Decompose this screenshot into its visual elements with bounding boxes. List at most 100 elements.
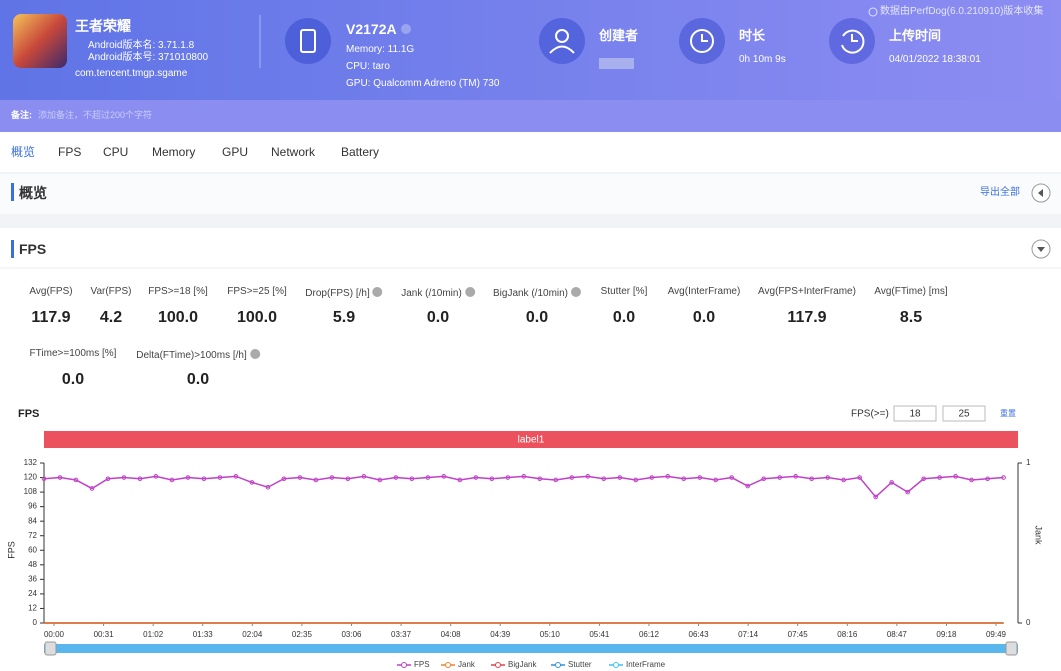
data-point <box>777 475 782 480</box>
help-icon[interactable] <box>571 287 582 297</box>
app-icon <box>13 14 67 68</box>
legend-label[interactable]: Stutter <box>568 660 592 669</box>
data-point <box>329 475 335 480</box>
data-point <box>953 474 958 479</box>
device-gpu: GPU: Qualcomm Adreno (TM) 730 <box>346 78 500 89</box>
data-point <box>601 476 607 482</box>
upload-glyph <box>841 29 865 54</box>
data-point <box>921 476 926 482</box>
legend-label[interactable]: InterFrame <box>626 660 666 669</box>
scrollbar[interactable] <box>44 644 1018 653</box>
section-marker <box>11 183 14 201</box>
data-point <box>665 474 671 479</box>
y-tick-label: 36 <box>28 574 37 583</box>
stat-label: Jank (/10min) <box>401 287 475 299</box>
data-point <box>649 475 655 480</box>
y2-tick-label: 0 <box>1026 618 1031 627</box>
x-tick-label: 07:14 <box>738 630 759 639</box>
x-tick-label: 03:37 <box>391 630 412 639</box>
x-tick-label: 06:12 <box>639 630 660 639</box>
scroll-handle[interactable] <box>44 641 57 656</box>
upload-label: 上传时间 <box>889 28 942 43</box>
info-icon <box>868 7 878 17</box>
x-tick-label: 01:02 <box>143 630 164 639</box>
stat-value: 8.5 <box>899 309 923 326</box>
legend-label[interactable]: FPS <box>414 660 430 669</box>
collapse-glyph <box>1037 247 1045 252</box>
stat-value: 0.0 <box>426 309 450 326</box>
x-tick-label: 05:41 <box>589 630 610 639</box>
stat-label: Delta(FTime)>100ms [/h] <box>136 349 260 361</box>
y-tick-label: 60 <box>28 545 37 554</box>
data-point <box>633 477 639 483</box>
legend-label[interactable]: BigJank <box>508 660 537 669</box>
x-tick-label: 08:16 <box>837 630 858 639</box>
tab[interactable]: FPS <box>58 145 82 159</box>
x-tick-label: 03:06 <box>341 630 362 639</box>
legend-label[interactable]: Jank <box>458 660 476 669</box>
data-point <box>281 476 287 482</box>
data-point <box>505 475 511 480</box>
data-point <box>697 475 703 480</box>
note-label: 备注: <box>11 110 32 120</box>
info-icon <box>401 24 411 34</box>
tab[interactable]: 概览 <box>11 145 36 159</box>
device-cpu: CPU: taro <box>346 61 390 72</box>
data-point <box>73 477 79 483</box>
data-point <box>457 477 463 483</box>
help-icon[interactable] <box>249 349 260 359</box>
y-tick-label: 120 <box>24 473 38 482</box>
data-point <box>41 476 47 482</box>
y-tick-label: 0 <box>33 618 38 627</box>
collapse-glyph <box>1038 189 1043 197</box>
duration-label: 时长 <box>739 28 766 43</box>
data-point <box>345 476 351 482</box>
tab[interactable]: GPU <box>222 145 249 159</box>
scroll-handle[interactable] <box>1005 641 1018 656</box>
stat-value: 5.9 <box>332 309 356 326</box>
data-point <box>249 480 255 485</box>
x-tick-label: 06:43 <box>689 630 710 639</box>
legend-swatch <box>613 662 619 668</box>
stat-value: 100.0 <box>236 309 278 326</box>
x-tick-label: 09:49 <box>986 630 1007 639</box>
data-point <box>153 474 159 479</box>
package-name: com.tencent.tmgp.sgame <box>75 68 188 79</box>
tab[interactable]: Memory <box>152 145 196 159</box>
data-point <box>729 475 735 480</box>
help-icon[interactable] <box>464 287 475 297</box>
stat-label: Var(FPS) <box>90 286 132 297</box>
threshold-input[interactable] <box>893 405 937 422</box>
data-point <box>793 474 798 479</box>
data-point <box>105 476 111 482</box>
threshold-value: 25 <box>958 409 970 420</box>
data-point <box>825 475 830 480</box>
x-tick-label: 05:10 <box>540 630 561 639</box>
tab[interactable]: Battery <box>341 145 380 159</box>
data-point <box>537 476 543 482</box>
data-point <box>873 494 878 500</box>
upload-time: 04/01/2022 18:38:01 <box>889 54 981 65</box>
android-version-name: Android版本名: 3.71.1.8 <box>88 40 195 51</box>
x-tick-label: 00:31 <box>94 630 115 639</box>
data-point <box>809 476 814 482</box>
data-point <box>889 480 894 485</box>
y-axis-label: FPS <box>6 541 16 559</box>
stat-label: Avg(FPS+InterFrame) <box>758 286 856 297</box>
data-point <box>393 475 399 480</box>
stat-value: 0.0 <box>525 309 549 326</box>
upload-glyph <box>851 34 858 42</box>
help-icon[interactable] <box>372 287 383 297</box>
legend-swatch <box>445 662 451 668</box>
tab[interactable]: Network <box>271 145 316 159</box>
note-bar <box>0 100 1061 132</box>
threshold-input[interactable] <box>942 405 986 422</box>
section-title: 概览 <box>19 185 47 201</box>
stat-label: FPS>=18 [%] <box>148 286 208 297</box>
tab[interactable]: CPU <box>103 145 129 159</box>
export-link[interactable]: 导出全部 <box>980 187 1020 198</box>
reset-button[interactable]: 重置 <box>1000 408 1016 418</box>
stat-label: Avg(FPS) <box>29 286 73 297</box>
data-point <box>89 486 95 491</box>
